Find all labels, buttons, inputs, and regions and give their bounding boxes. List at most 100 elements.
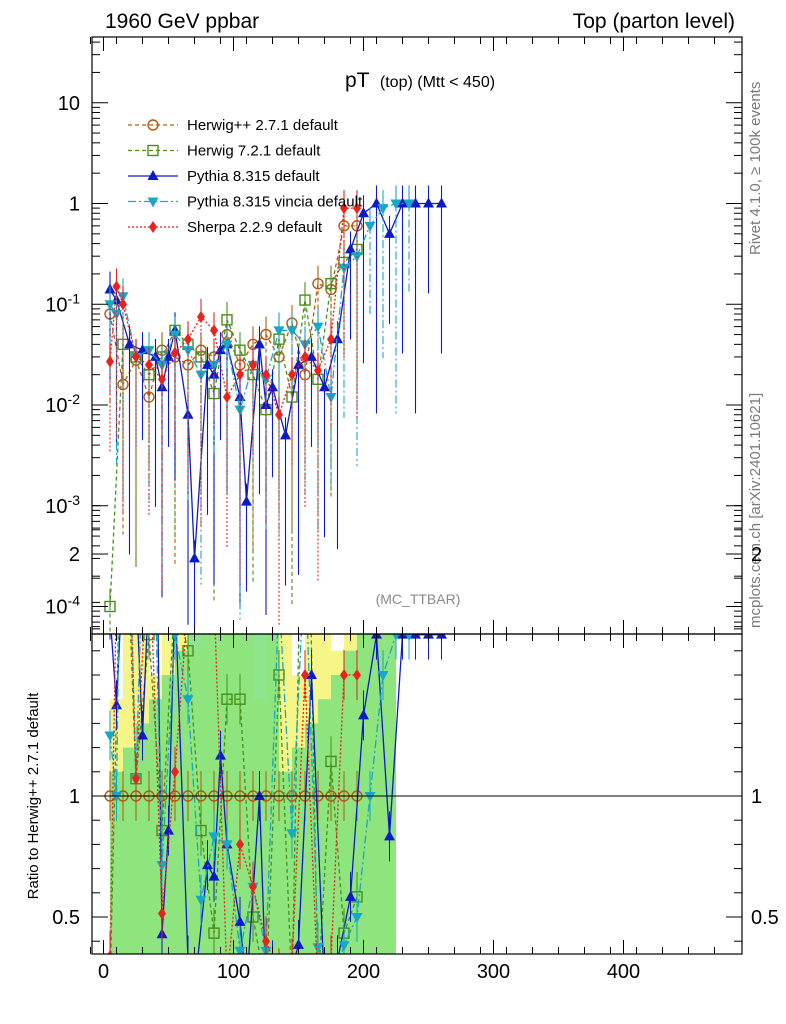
ratio-point: [249, 880, 257, 893]
ratio-point: [410, 634, 421, 639]
data-point: [358, 207, 369, 218]
ratio-point: [247, 911, 259, 923]
ratio-band-green: [370, 634, 383, 954]
data-point: [293, 358, 304, 369]
rivet-version-label: Rivet 4.1.0, ≥ 100k events: [747, 82, 764, 255]
ratio-point: [113, 578, 121, 590]
ratio-tick-label-right: 0.5: [751, 907, 779, 929]
y-tick-label: 1: [69, 194, 80, 216]
data-point: [397, 197, 408, 208]
data-point: [223, 391, 231, 404]
data-point: [150, 350, 161, 361]
ratio-point: [163, 824, 174, 835]
ratio-point: [314, 984, 322, 996]
ratio-band-green: [279, 771, 292, 954]
data-point: [267, 381, 278, 392]
chart-title: pT: [345, 69, 370, 92]
ratio-point: [132, 772, 140, 785]
ratio-series-4: [107, 578, 361, 996]
ratio-point: [301, 669, 309, 681]
ratio-point: [262, 935, 270, 948]
data-point: [319, 381, 330, 392]
data-point: [280, 429, 291, 440]
legend-marker: [147, 119, 159, 131]
ratio-point: [313, 985, 323, 995]
ratio-point: [137, 729, 148, 740]
ratio-tick-label: 0.5: [52, 907, 80, 929]
chart-title-sub: (top) (Mtt < 450): [380, 74, 495, 91]
ratio-point: [208, 832, 220, 843]
data-point: [124, 338, 135, 349]
data-point: [390, 199, 402, 210]
data-point: [104, 300, 116, 311]
ratio-band-green: [188, 634, 201, 954]
data-point: [301, 350, 309, 363]
data-point: [221, 340, 233, 351]
x-tick-label: 400: [607, 961, 640, 983]
data-point: [299, 294, 311, 306]
ratio-tick-label-right: 1: [751, 786, 762, 808]
data-point: [332, 333, 343, 344]
ratio-point: [384, 830, 395, 841]
analysis-id-label: (MC_TTBAR): [376, 591, 461, 607]
ratio-point: [170, 588, 181, 598]
ratio-point: [156, 861, 168, 872]
ratio-band-green: [201, 634, 214, 954]
ratio-point: [234, 915, 246, 926]
data-point: [364, 221, 376, 232]
ratio-point: [392, 634, 400, 641]
ratio-point: [273, 669, 285, 681]
ratio-point: [287, 985, 297, 995]
ratio-band-green: [357, 634, 370, 954]
x-tick-label: 0: [98, 961, 109, 983]
legend-marker: [147, 170, 159, 180]
ratio-point: [377, 671, 389, 681]
ratio-point: [267, 959, 278, 969]
ratio-point: [236, 838, 244, 851]
data-point: [436, 197, 447, 208]
ratio-band-green: [383, 634, 396, 954]
ratio-point: [221, 693, 233, 705]
data-point: [306, 350, 317, 361]
legend-label: Pythia 8.315 vincia default: [187, 194, 363, 211]
ratio-point: [325, 755, 337, 768]
data-point: [254, 338, 265, 349]
x-tick-label: 200: [347, 961, 380, 983]
ratio-point: [338, 941, 350, 952]
ratio-point: [171, 765, 179, 778]
data-point: [132, 350, 140, 363]
data-point: [249, 358, 257, 371]
ratio-point: [358, 709, 369, 720]
ratio-tick-label: 1: [69, 786, 80, 808]
ratio-point: [312, 943, 324, 954]
data-point: [189, 552, 200, 563]
legend-label: Pythia 8.315 default: [187, 168, 320, 185]
ratio-point: [326, 986, 337, 996]
data-point: [182, 346, 194, 357]
header-right-label: Top (parton level): [573, 10, 735, 33]
y-tick-label: 10-3: [45, 492, 80, 518]
data-point: [314, 364, 322, 377]
axis-ticks: 0 100 200 300 400 10 1 10-1 10-2 10-3 10-4 2 2 1 1 0.5 0…: [45, 37, 779, 983]
data-point: [286, 326, 298, 337]
data-point: [312, 277, 324, 290]
ratio-line: [109, 634, 357, 954]
ratio-point: [261, 984, 272, 994]
ratio-point: [221, 840, 233, 851]
data-point: [171, 346, 179, 359]
data-point: [325, 393, 337, 404]
legend-marker: [147, 197, 159, 208]
data-point: [275, 408, 283, 421]
ratio-point: [332, 954, 343, 964]
ratio-point: [254, 790, 265, 800]
ratio-tick-label-right: 2: [751, 544, 762, 566]
y-tick-label: 10: [58, 93, 80, 115]
legend-label: Herwig 7.2.1 default: [187, 143, 321, 160]
data-point: [208, 360, 220, 371]
data-point: [312, 322, 324, 333]
ratio-point: [300, 550, 311, 560]
data-point: [234, 344, 246, 356]
ratio-band-green: [240, 634, 253, 954]
ratio-point: [286, 829, 298, 840]
